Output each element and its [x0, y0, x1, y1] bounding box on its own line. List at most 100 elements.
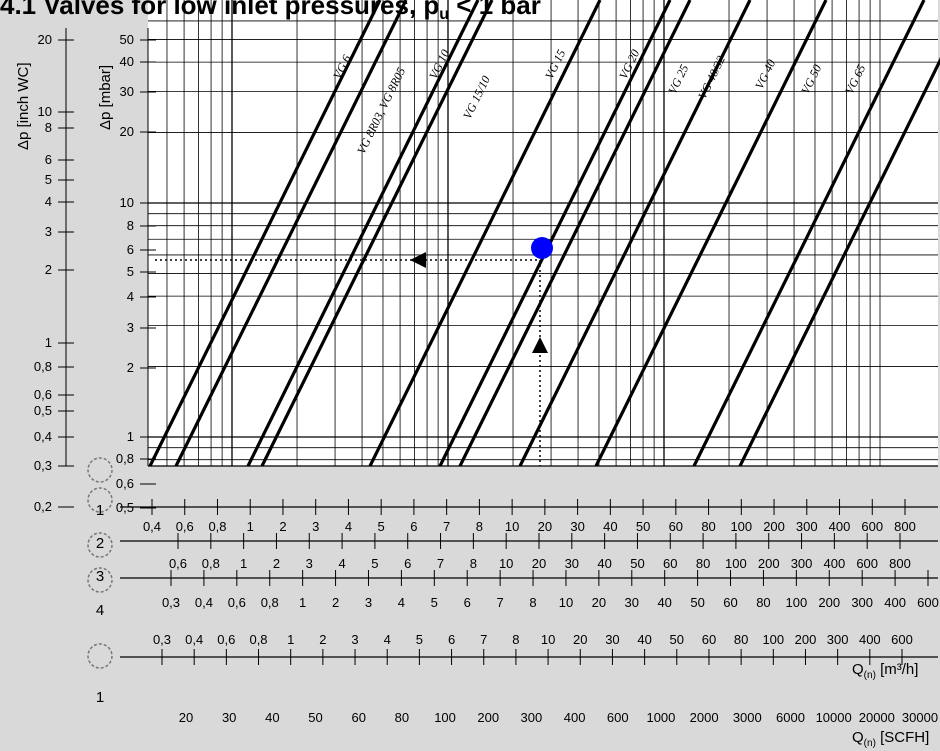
x-tick-label: 2	[273, 556, 280, 571]
tick-label-inch: 0,2	[34, 499, 52, 514]
tick-label-inch: 0,3	[34, 458, 52, 473]
x-tick-label: 40	[657, 595, 671, 610]
x-tick-label: 5	[371, 556, 378, 571]
x-tick-label: 0,8	[202, 556, 220, 571]
x-tick-label: 50	[630, 556, 644, 571]
x-tick-label: 200	[763, 519, 785, 534]
x-axes: 0,4 0,6 0,8 1 2 3 4 5 6 7 8 10 20 30 40 50 60 80 100 200 300…	[120, 499, 939, 725]
x-tick-label: 5	[378, 519, 385, 534]
tick-label-mbar: 8	[127, 218, 134, 233]
x-tick-label: 60	[669, 519, 683, 534]
x-tick-label: 400	[884, 595, 906, 610]
x-tick-label: 3	[365, 595, 372, 610]
x-tick-label: 100	[725, 556, 747, 571]
scale-markers: 1 2 3 4 1	[87, 457, 113, 706]
scfh-tick-label: 80	[395, 710, 409, 725]
x-tick-label: 6	[404, 556, 411, 571]
x-tick-label: 0,6	[217, 632, 235, 647]
tick-label-inch: 1	[45, 335, 52, 350]
scale-marker-label: 4	[96, 602, 104, 619]
scfh-tick-label: 30	[222, 710, 236, 725]
x-tick-label: 60	[702, 632, 716, 647]
x-tick-label: 20	[573, 632, 587, 647]
valve-line	[148, 0, 382, 467]
example-point	[531, 237, 553, 259]
x-tick-label: 200	[758, 556, 780, 571]
tick-label-mbar: 0,8	[116, 451, 134, 466]
valve-line	[246, 0, 480, 467]
x-tick-label: 600	[917, 595, 939, 610]
tick-label-mbar: 30	[120, 84, 134, 99]
scfh-tick-label: 1000	[646, 710, 675, 725]
tick-label-inch: 8	[45, 120, 52, 135]
valve-line	[260, 0, 494, 467]
x-tick-label: 0,4	[143, 519, 161, 534]
tick-label-inch: 0,5	[34, 403, 52, 418]
x-tick-label: 0,3	[153, 632, 171, 647]
x-tick-label: 20	[538, 519, 552, 534]
left-ticks: 201086543210,80,60,50,40,30,250403020108…	[34, 32, 156, 515]
tick-label-mbar: 3	[127, 320, 134, 335]
scfh-tick-label: 300	[521, 710, 543, 725]
tick-label-inch: 0,8	[34, 359, 52, 374]
x-tick-label: 1	[287, 632, 294, 647]
x-tick-label: 0,8	[208, 519, 226, 534]
tick-label-inch: 2	[45, 262, 52, 277]
tick-label-inch: 5	[45, 172, 52, 187]
x-tick-label: 20	[592, 595, 606, 610]
x-tick-label: 4	[338, 556, 345, 571]
x-tick-label: 30	[565, 556, 579, 571]
x-tick-label: 40	[597, 556, 611, 571]
x-tick-label: 100	[730, 519, 752, 534]
tick-label-mbar: 10	[120, 195, 134, 210]
x-tick-label: 2	[279, 519, 286, 534]
x-tick-label: 60	[723, 595, 737, 610]
scfh-tick-label: 40	[265, 710, 279, 725]
x-tick-label: 1	[247, 519, 254, 534]
tick-label-mbar: 1	[127, 429, 134, 444]
scale-marker-label: 1	[96, 689, 104, 706]
scfh-tick-label: 20000	[859, 710, 895, 725]
x-tick-label: 10	[505, 519, 519, 534]
scfh-tick-label: 20	[179, 710, 193, 725]
x-tick-label: 0,3	[162, 595, 180, 610]
x-tick-label: 80	[701, 519, 715, 534]
scfh-tick-label: 3000	[733, 710, 762, 725]
x-tick-label: 7	[437, 556, 444, 571]
x-tick-label: 8	[470, 556, 477, 571]
x-tick-label: 4	[398, 595, 405, 610]
tick-label-inch: 20	[38, 32, 52, 47]
x-tick-label: 400	[829, 519, 851, 534]
x-tick-label: 50	[636, 519, 650, 534]
x-tick-label: 400	[859, 632, 881, 647]
x-tick-label: 10	[541, 632, 555, 647]
x-tick-label: 2	[319, 632, 326, 647]
tick-label-mbar: 0,6	[116, 476, 134, 491]
tick-label-mbar: 40	[120, 54, 134, 69]
x-tick-label: 6	[410, 519, 417, 534]
scfh-tick-label: 60	[351, 710, 365, 725]
x-tick-label: 0,4	[185, 632, 203, 647]
valve-line	[438, 0, 672, 467]
x-tick-label: 600	[856, 556, 878, 571]
scale-circle	[87, 567, 113, 593]
x-tick-label: 20	[532, 556, 546, 571]
y-axis-label-inch: Δp [inch WC]	[15, 62, 32, 150]
x-tick-label: 0,6	[228, 595, 246, 610]
x-tick-label: 300	[827, 632, 849, 647]
x-tick-label: 50	[690, 595, 704, 610]
x-tick-label: 0,8	[261, 595, 279, 610]
x-tick-label: 0,6	[169, 556, 187, 571]
x-tick-label: 200	[818, 595, 840, 610]
tick-label-mbar: 5	[127, 264, 134, 279]
valve-line	[518, 0, 752, 467]
scale-circle	[87, 532, 113, 558]
x-tick-label: 600	[861, 519, 883, 534]
x-tick-label: 300	[851, 595, 873, 610]
tick-label-mbar: 50	[120, 32, 134, 47]
x-tick-label: 6	[448, 632, 455, 647]
plot-area	[148, 0, 938, 466]
x-tick-label: 0,8	[249, 632, 267, 647]
valve-lines	[148, 0, 940, 467]
scale-marker-label: 1	[96, 502, 104, 519]
